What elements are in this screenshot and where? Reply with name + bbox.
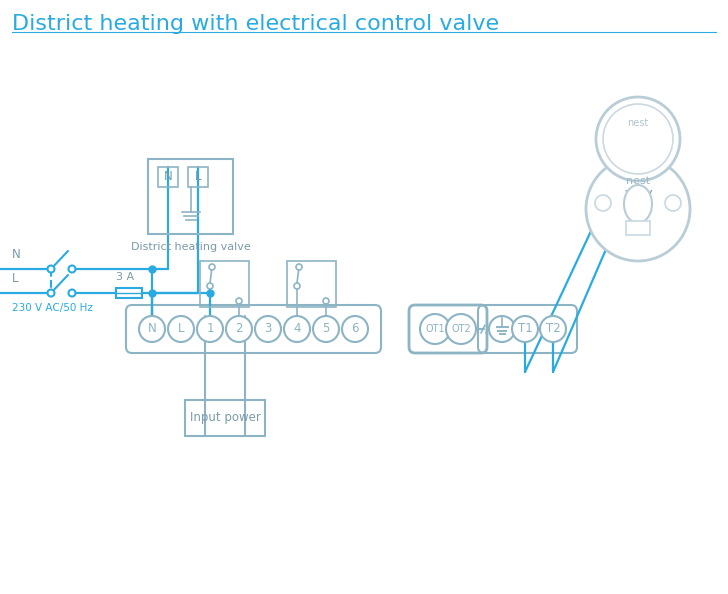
Circle shape	[284, 316, 310, 342]
Text: N: N	[148, 323, 157, 336]
Circle shape	[226, 316, 252, 342]
Text: District heating valve: District heating valve	[130, 242, 250, 252]
Bar	[158, 167, 178, 187]
Text: District heating with electrical control valve: District heating with electrical control…	[12, 14, 499, 34]
Text: Input power: Input power	[189, 412, 261, 425]
Text: T2: T2	[545, 323, 561, 336]
Text: 4: 4	[293, 323, 301, 336]
Circle shape	[489, 316, 515, 342]
Circle shape	[342, 316, 368, 342]
Text: 6: 6	[351, 323, 359, 336]
Circle shape	[209, 264, 215, 270]
Text: N: N	[164, 170, 173, 184]
Bar	[116, 288, 142, 298]
Circle shape	[596, 97, 680, 181]
Circle shape	[512, 316, 538, 342]
Circle shape	[595, 195, 611, 211]
Circle shape	[446, 314, 476, 344]
Text: OT1: OT1	[425, 324, 445, 334]
Bar	[188, 167, 208, 187]
Circle shape	[294, 283, 300, 289]
Text: nest: nest	[626, 176, 650, 186]
Circle shape	[665, 195, 681, 211]
Text: 230 V AC/50 Hz: 230 V AC/50 Hz	[12, 303, 93, 313]
Text: L: L	[12, 273, 18, 286]
Circle shape	[207, 283, 213, 289]
Circle shape	[296, 264, 302, 270]
Circle shape	[323, 298, 329, 304]
Text: 5: 5	[323, 323, 330, 336]
Bar	[287, 261, 336, 307]
Text: 1: 1	[206, 323, 214, 336]
Text: 3 A: 3 A	[116, 272, 134, 282]
Text: 3: 3	[264, 323, 272, 336]
Ellipse shape	[624, 185, 652, 223]
Circle shape	[139, 316, 165, 342]
Circle shape	[47, 266, 55, 273]
Circle shape	[197, 316, 223, 342]
Bar	[148, 159, 233, 234]
Bar	[200, 261, 249, 307]
Circle shape	[68, 289, 76, 296]
Text: T1: T1	[518, 323, 532, 336]
Circle shape	[168, 316, 194, 342]
Circle shape	[420, 314, 450, 344]
Circle shape	[236, 298, 242, 304]
Text: L: L	[178, 323, 184, 336]
Circle shape	[47, 289, 55, 296]
Text: nest: nest	[628, 118, 649, 128]
Circle shape	[603, 104, 673, 174]
Text: 2: 2	[235, 323, 242, 336]
Bar	[185, 400, 265, 436]
Text: L: L	[195, 170, 201, 184]
Circle shape	[586, 157, 690, 261]
Text: N: N	[12, 248, 21, 261]
Circle shape	[68, 266, 76, 273]
Circle shape	[255, 316, 281, 342]
Bar	[626, 221, 650, 235]
Circle shape	[313, 316, 339, 342]
Text: OT2: OT2	[451, 324, 471, 334]
Circle shape	[540, 316, 566, 342]
Text: 12 V: 12 V	[624, 189, 652, 202]
